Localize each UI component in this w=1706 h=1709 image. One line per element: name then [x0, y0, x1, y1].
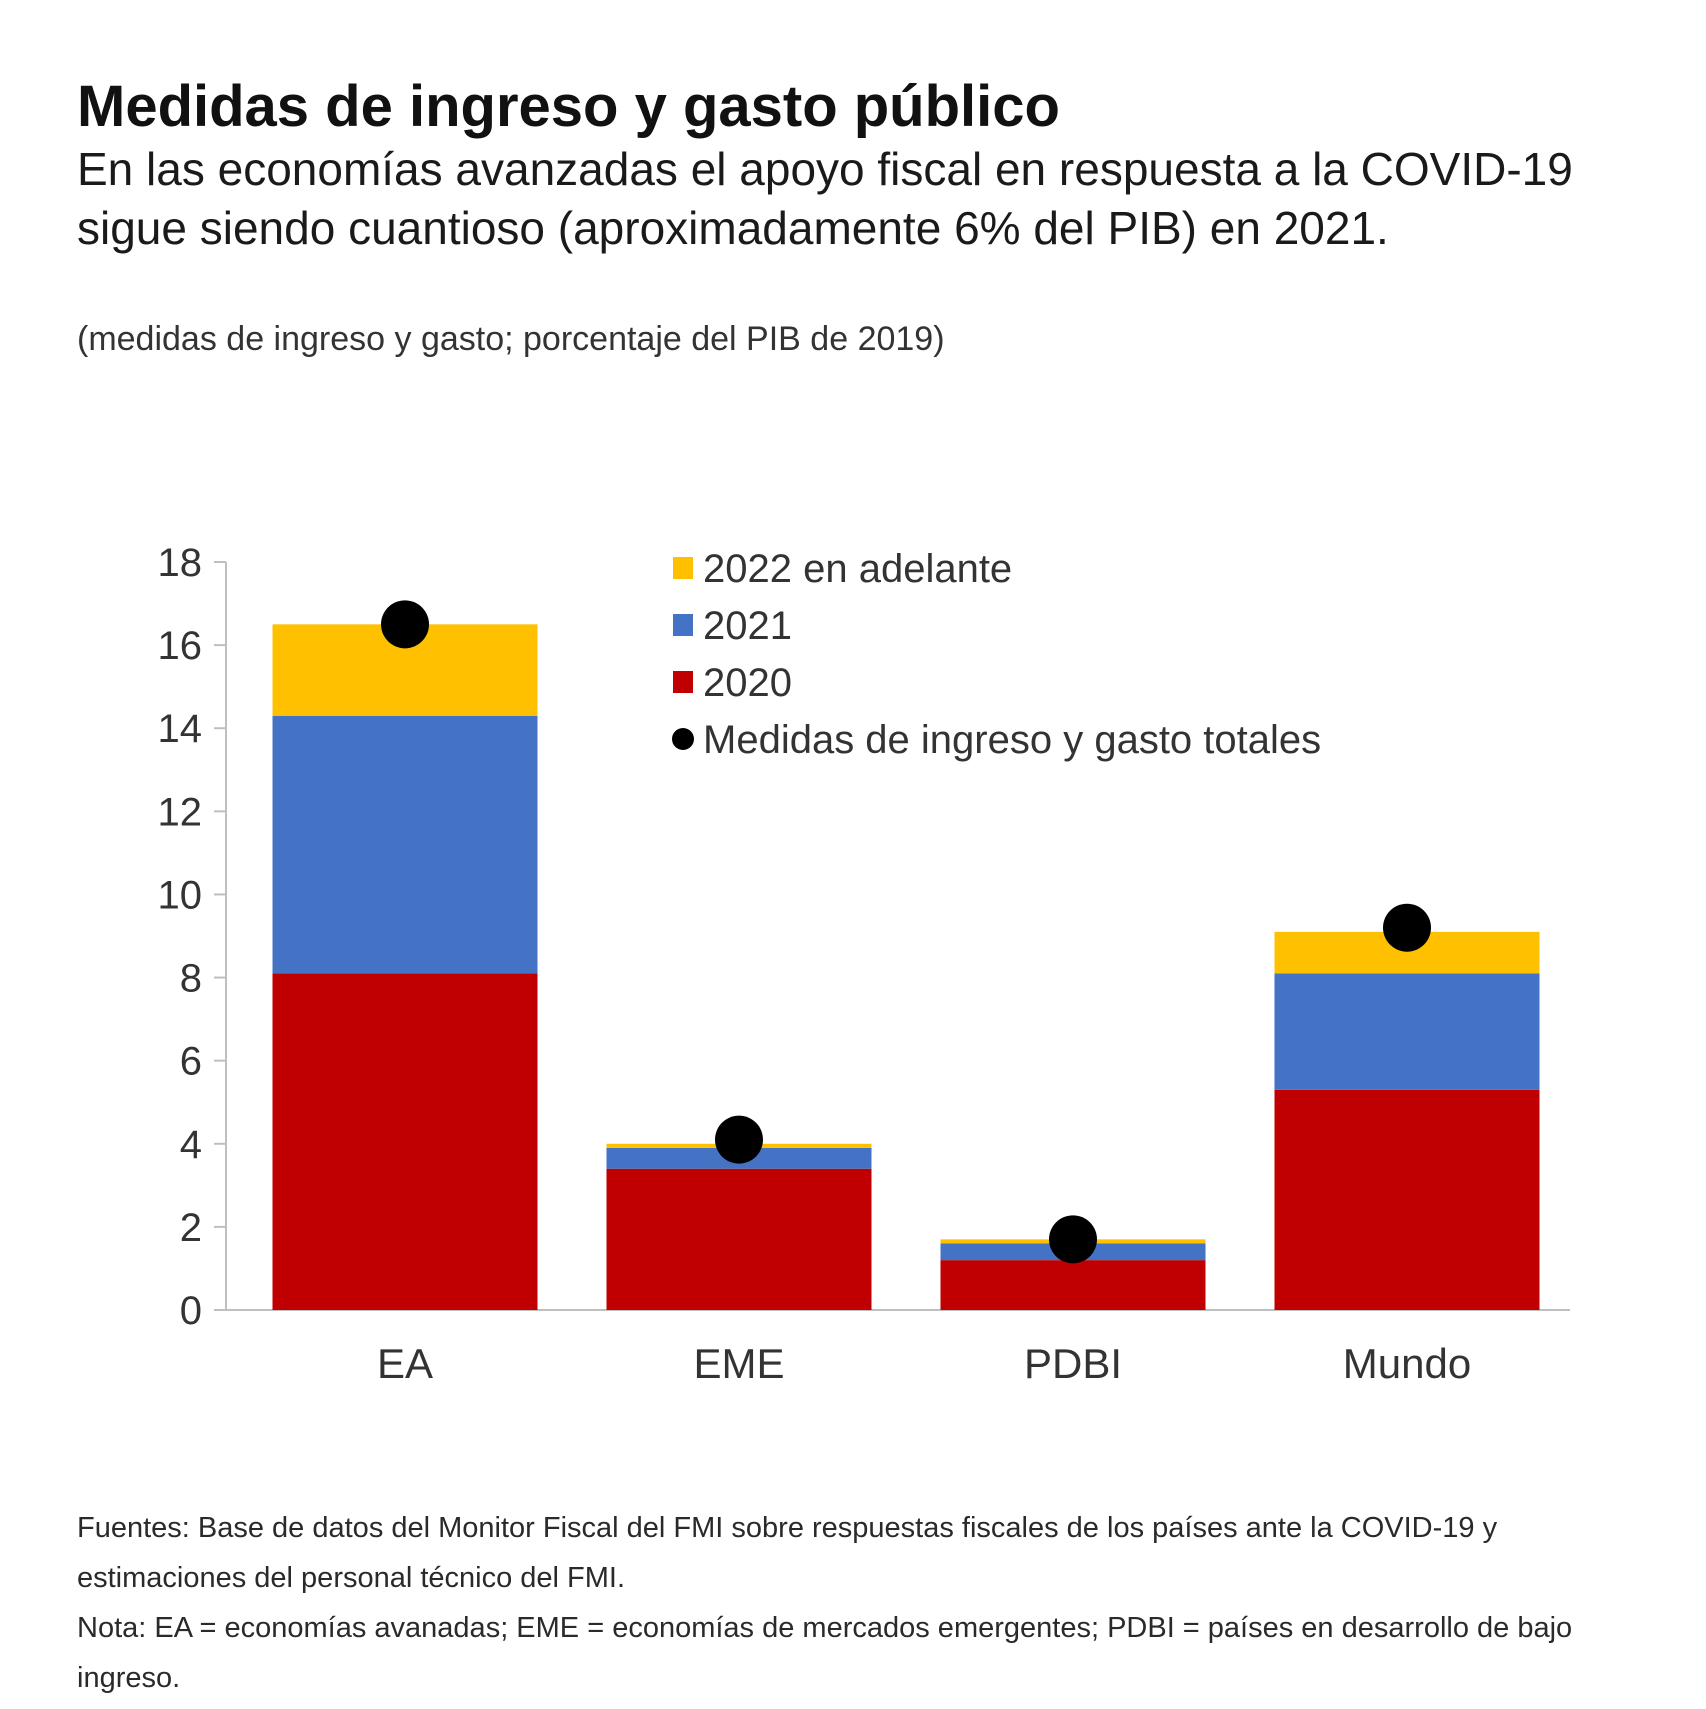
- y-tick-label: 0: [180, 1289, 202, 1333]
- total-marker-pdbi: [1049, 1215, 1097, 1264]
- axis-labels: 0 2 4 6 8 10 12 14 16 18 EA EME PDBI Mundo: [158, 541, 1472, 1387]
- chart-title: Medidas de ingreso y gasto público: [77, 74, 1060, 139]
- y-tick-label: 12: [158, 790, 203, 834]
- y-tick-label: 6: [180, 1040, 202, 1084]
- y-tick-label: 14: [158, 707, 203, 751]
- x-tick-label: Mundo: [1343, 1340, 1471, 1387]
- y-tick-label: 8: [180, 957, 202, 1001]
- legend-swatch-2020: [673, 671, 693, 693]
- legend: 2022 en adelante 2021 2020 Medidas de ingre…: [672, 547, 1321, 762]
- y-tick-label: 10: [158, 873, 203, 917]
- footnote-note: Nota: EA = economías avanadas; EME = eco…: [77, 1612, 1573, 1694]
- total-markers: [381, 600, 1431, 1264]
- total-marker-eme: [715, 1115, 763, 1164]
- total-marker-ea: [381, 600, 429, 649]
- y-tick-label: 16: [158, 624, 203, 668]
- x-tick-label: EME: [693, 1340, 784, 1387]
- bar-eme-2020: [606, 1168, 872, 1310]
- chart-subtitle: En las economías avanzadas el apoyo fisc…: [77, 143, 1573, 254]
- legend-label: Medidas de ingreso y gasto totales: [703, 718, 1321, 762]
- footnote-sources: Fuentes: Base de datos del Monitor Fisca…: [77, 1512, 1498, 1594]
- legend-swatch-2021: [673, 614, 693, 636]
- legend-swatch-2022-en-adelante: [673, 557, 693, 579]
- legend-label: 2022 en adelante: [703, 547, 1012, 591]
- chart-units-note: (medidas de ingreso y gasto; porcentaje …: [77, 320, 945, 358]
- x-tick-label: PDBI: [1024, 1340, 1122, 1387]
- legend-marker-total: [672, 728, 694, 750]
- bar-ea-2020: [272, 973, 538, 1310]
- legend-label: 2021: [703, 604, 792, 648]
- y-tick-label: 18: [158, 541, 203, 585]
- x-tick-label: EA: [377, 1340, 433, 1387]
- y-tick-label: 4: [180, 1123, 202, 1167]
- legend-label: 2020: [703, 661, 792, 705]
- bar-mundo-2021: [1274, 973, 1540, 1090]
- bar-pdbi-2020: [940, 1260, 1206, 1310]
- total-marker-mundo: [1383, 903, 1431, 952]
- y-tick-label: 2: [180, 1206, 202, 1250]
- bar-mundo-2020: [1274, 1089, 1540, 1310]
- bar-ea-2021: [272, 715, 538, 974]
